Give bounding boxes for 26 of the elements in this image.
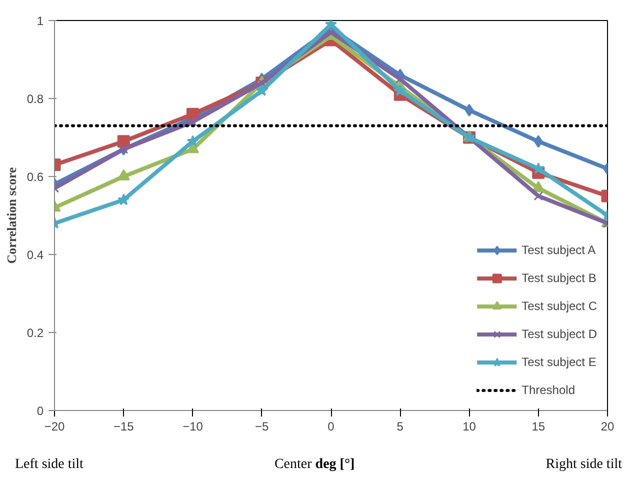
legend-label: Test subject A [522,243,596,257]
x-tick-label: 5 [396,420,404,434]
legend-label: Test subject C [522,299,597,313]
text: Left side tilt [15,456,84,474]
x-tick-label: −20 [44,420,66,434]
y-tick-label: 0.4 [26,248,44,262]
x-tick-label: −10 [182,420,204,434]
x-axis-title: deg [°] [315,457,355,472]
legend-label: Test subject B [522,271,596,285]
y-tick-label: 0.2 [26,326,44,340]
x-tick-label: 20 [600,420,614,434]
text: Center [274,457,312,472]
y-tick-label: 0.8 [26,92,44,106]
legend-label: Test subject D [522,327,597,341]
x-tick-label: −5 [255,420,270,434]
legend-label: Threshold [522,383,575,397]
legend-label: Test subject E [522,355,596,369]
y-tick-label: 1 [36,14,44,28]
y-tick-label: 0.6 [26,170,44,184]
x-tick-label: 0 [328,420,335,434]
x-tick-label: 15 [532,420,546,434]
x-tick-label: −15 [113,420,134,434]
y-tick-label: 0 [36,404,44,418]
text: Right side tilt [546,456,622,474]
x-tick-label: 10 [462,420,476,434]
y-axis-title: Correlation score [4,166,19,264]
